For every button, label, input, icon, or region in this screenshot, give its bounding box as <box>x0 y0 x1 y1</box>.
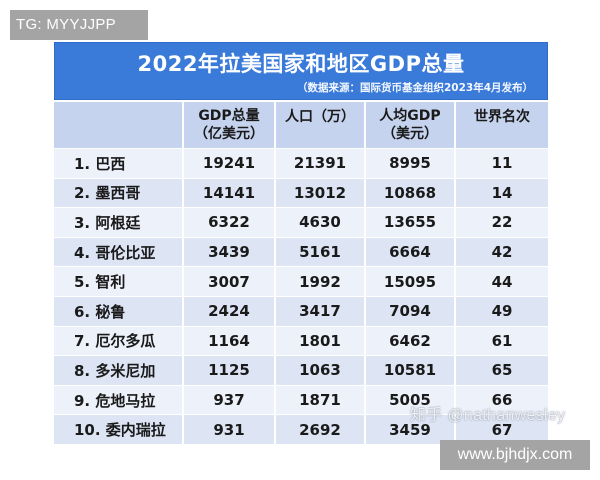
country-cell: 9. 危地马拉 <box>54 384 183 415</box>
country-cell: 4. 哥伦比亚 <box>54 236 183 267</box>
page-title: 2022年拉美国家和地区GDP总量 <box>137 52 465 76</box>
gdp-per-capita-cell: 3459 <box>364 414 455 444</box>
population-cell: 1871 <box>274 384 365 415</box>
gdp-per-capita-cell: 13655 <box>364 207 455 238</box>
table-row: 3. 阿根廷 6322 4630 13655 22 <box>54 207 548 238</box>
table-row: 6. 秘鲁 2424 3417 7094 49 <box>54 295 548 327</box>
country-cell: 2. 墨西哥 <box>54 177 183 208</box>
world-rank-cell: 66 <box>454 384 548 415</box>
header-rank-line1: 世界名次 <box>474 109 530 125</box>
gdp-per-capita-cell: 6664 <box>364 236 455 267</box>
gdp-per-capita-cell: 6462 <box>364 325 455 356</box>
population-cell: 1992 <box>274 266 365 297</box>
country-cell: 3. 阿根廷 <box>54 207 183 238</box>
world-rank-cell: 22 <box>454 207 548 238</box>
table-row: 1. 巴西 19241 21391 8995 11 <box>54 148 548 179</box>
world-rank-cell: 61 <box>454 325 548 356</box>
country-cell: 5. 智利 <box>54 266 183 297</box>
table-header-row: GDP总量 （亿美元） 人口（万） 人均GDP （美元） 世界名次 <box>54 102 548 149</box>
gdp-per-capita-cell: 10581 <box>364 355 455 386</box>
header-per-capita-line1: 人均GDP <box>379 108 441 124</box>
gdp-table: GDP总量 （亿美元） 人口（万） 人均GDP （美元） 世界名次 1. 巴西 … <box>54 102 548 444</box>
world-rank-cell: 11 <box>454 148 548 179</box>
gdp-cell: 931 <box>182 414 275 444</box>
country-cell: 8. 多米尼加 <box>54 355 183 386</box>
world-rank-cell: 65 <box>454 355 548 386</box>
country-cell: 1. 巴西 <box>54 148 183 179</box>
table-row: 10. 委内瑞拉 931 2692 3459 67 <box>54 414 548 444</box>
world-rank-cell: 67 <box>454 414 548 444</box>
country-cell: 7. 厄尔多瓜 <box>54 325 183 356</box>
gdp-table-image: 2022年拉美国家和地区GDP总量 （数据来源：国际货币基金组织2023年4月发… <box>54 42 548 444</box>
header-gdp-per-capita: 人均GDP （美元） <box>364 102 455 149</box>
gdp-per-capita-cell: 7094 <box>364 295 455 327</box>
header-world-rank: 世界名次 <box>454 102 548 149</box>
header-gdp-line1: GDP总量 <box>198 108 260 124</box>
table-row: 2. 墨西哥 14141 13012 10868 14 <box>54 177 548 208</box>
population-cell: 3417 <box>274 295 365 327</box>
population-cell: 5161 <box>274 236 365 267</box>
header-per-capita-line2: （美元） <box>382 126 438 142</box>
gdp-cell: 2424 <box>182 295 275 327</box>
site-watermark-label: www.bjhdjx.com <box>440 440 590 470</box>
gdp-per-capita-cell: 5005 <box>364 384 455 415</box>
table-row: 4. 哥伦比亚 3439 5161 6664 42 <box>54 236 548 267</box>
world-rank-cell: 44 <box>454 266 548 297</box>
world-rank-cell: 49 <box>454 295 548 327</box>
tg-watermark-label: TG: MYYJJPP <box>10 10 148 40</box>
title-band: 2022年拉美国家和地区GDP总量 （数据来源：国际货币基金组织2023年4月发… <box>54 42 548 100</box>
gdp-cell: 1164 <box>182 325 275 356</box>
gdp-per-capita-cell: 10868 <box>364 177 455 208</box>
gdp-cell: 937 <box>182 384 275 415</box>
gdp-cell: 3007 <box>182 266 275 297</box>
gdp-cell: 14141 <box>182 177 275 208</box>
header-population-line1: 人口（万） <box>285 109 355 125</box>
table-row: 8. 多米尼加 1125 1063 10581 65 <box>54 355 548 386</box>
gdp-cell: 1125 <box>182 355 275 386</box>
country-cell: 10. 委内瑞拉 <box>54 414 183 444</box>
header-gdp-total: GDP总量 （亿美元） <box>182 102 275 149</box>
gdp-cell: 19241 <box>182 148 275 179</box>
table-row: 7. 厄尔多瓜 1164 1801 6462 61 <box>54 325 548 356</box>
population-cell: 13012 <box>274 177 365 208</box>
world-rank-cell: 14 <box>454 177 548 208</box>
country-cell: 6. 秘鲁 <box>54 295 183 327</box>
population-cell: 2692 <box>274 414 365 444</box>
gdp-per-capita-cell: 15095 <box>364 266 455 297</box>
gdp-per-capita-cell: 8995 <box>364 148 455 179</box>
gdp-cell: 3439 <box>182 236 275 267</box>
gdp-cell: 6322 <box>182 207 275 238</box>
table-row: 9. 危地马拉 937 1871 5005 66 <box>54 384 548 415</box>
header-population: 人口（万） <box>274 102 365 149</box>
zhihu-watermark: 知乎 @nathanwesley <box>410 407 566 424</box>
population-cell: 4630 <box>274 207 365 238</box>
header-gdp-line2: （亿美元） <box>194 126 264 142</box>
population-cell: 21391 <box>274 148 365 179</box>
data-source-note: （数据来源：国际货币基金组织2023年4月发布） <box>296 82 533 94</box>
population-cell: 1063 <box>274 355 365 386</box>
header-country <box>54 102 183 149</box>
population-cell: 1801 <box>274 325 365 356</box>
world-rank-cell: 42 <box>454 236 548 267</box>
table-row: 5. 智利 3007 1992 15095 44 <box>54 266 548 297</box>
